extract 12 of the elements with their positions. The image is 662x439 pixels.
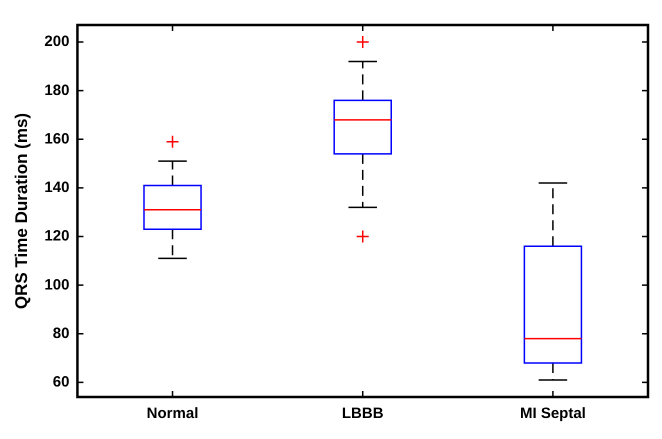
- y-tick-label: 120: [44, 228, 70, 245]
- y-tick-label: 180: [44, 82, 70, 99]
- y-tick-label: 140: [44, 179, 70, 196]
- y-axis-title: QRS Time Duration (ms): [12, 112, 31, 310]
- y-tick-label: 100: [44, 276, 70, 294]
- y-tick-label: 80: [52, 324, 70, 342]
- y-tick-label: 60: [52, 374, 70, 391]
- y-tick-label: 200: [44, 33, 70, 50]
- y-tick-label: 160: [44, 130, 70, 148]
- x-tick-label: Normal: [146, 405, 198, 422]
- x-tick-label: LBBB: [342, 405, 384, 422]
- x-tick-label: MI Septal: [520, 405, 586, 422]
